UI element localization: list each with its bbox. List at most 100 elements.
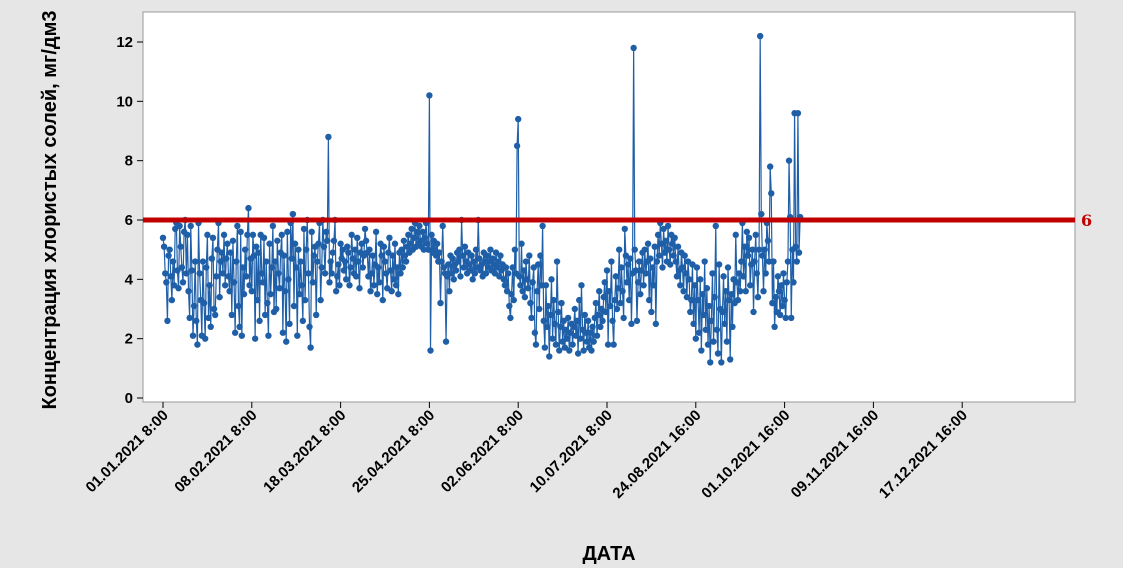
- data-point: [366, 246, 373, 253]
- data-point: [269, 222, 277, 230]
- data-point: [593, 332, 601, 339]
- data-point: [596, 288, 603, 295]
- data-point: [630, 44, 637, 52]
- data-point: [754, 293, 762, 301]
- data-point: [550, 296, 557, 304]
- data-point: [606, 288, 613, 295]
- data-point: [209, 234, 217, 241]
- data-point: [442, 338, 450, 345]
- data-point: [318, 264, 325, 271]
- data-point: [368, 270, 375, 277]
- data-point: [601, 279, 608, 286]
- data-point: [461, 243, 469, 250]
- data-point: [506, 302, 513, 310]
- data-point: [519, 288, 526, 295]
- data-point: [782, 314, 789, 322]
- data-point: [460, 264, 468, 271]
- data-point: [256, 317, 263, 325]
- data-point: [563, 335, 571, 342]
- data-point: [234, 222, 241, 230]
- data-point: [793, 258, 801, 265]
- data-point: [693, 264, 701, 271]
- data-point: [413, 228, 421, 236]
- data-point: [770, 258, 777, 265]
- data-point: [610, 341, 617, 348]
- data-point: [553, 258, 561, 265]
- data-point: [771, 323, 778, 330]
- data-point: [727, 356, 734, 363]
- data-point: [317, 296, 324, 304]
- data-point: [416, 222, 423, 230]
- data-point: [611, 296, 618, 304]
- data-point: [315, 240, 322, 247]
- data-point: [501, 282, 509, 289]
- data-point: [354, 234, 361, 241]
- data-point: [349, 255, 357, 262]
- data-point: [510, 296, 517, 304]
- data-point: [745, 234, 753, 241]
- y-tick-label: 4: [125, 271, 134, 288]
- data-point: [240, 290, 248, 298]
- data-point: [699, 290, 706, 298]
- data-point: [165, 252, 172, 259]
- data-point: [194, 341, 201, 348]
- data-point: [392, 282, 400, 289]
- data-point: [599, 317, 606, 325]
- data-point: [573, 317, 581, 325]
- data-point: [648, 308, 655, 316]
- series-layer: [159, 32, 804, 366]
- data-point: [741, 243, 748, 250]
- data-point: [649, 264, 656, 271]
- data-point: [698, 347, 705, 354]
- data-point: [567, 329, 574, 336]
- data-point: [766, 163, 774, 170]
- data-point: [760, 288, 767, 295]
- data-point: [279, 329, 287, 336]
- data-point: [528, 314, 535, 322]
- data-point: [476, 255, 483, 262]
- data-point: [345, 249, 352, 256]
- data-point: [332, 288, 340, 295]
- data-point: [620, 314, 627, 322]
- data-point: [540, 317, 547, 325]
- data-point: [308, 228, 315, 236]
- data-point: [517, 282, 524, 289]
- data-point: [671, 234, 678, 241]
- data-point: [226, 288, 233, 295]
- data-point: [229, 237, 237, 244]
- data-point: [398, 246, 405, 253]
- data-point: [743, 228, 751, 236]
- data-point: [690, 320, 697, 328]
- data-point: [399, 264, 406, 271]
- data-point: [728, 290, 735, 298]
- data-point: [765, 258, 773, 265]
- data-point: [326, 279, 333, 286]
- data-point: [775, 288, 783, 295]
- data-point: [391, 240, 399, 247]
- y-tick-label: 0: [125, 390, 133, 407]
- y-tick-label: 10: [116, 93, 133, 110]
- data-point: [592, 299, 600, 307]
- data-point: [246, 282, 253, 289]
- data-point: [288, 255, 295, 262]
- data-point: [557, 323, 564, 330]
- data-point: [746, 282, 754, 289]
- data-point: [723, 338, 731, 345]
- data-point: [515, 115, 522, 123]
- data-point: [237, 228, 244, 236]
- data-point: [590, 338, 597, 345]
- data-point: [477, 267, 484, 274]
- data-point: [729, 323, 736, 330]
- data-point: [298, 282, 305, 289]
- data-point: [472, 246, 480, 253]
- data-point: [278, 231, 285, 239]
- data-point: [697, 276, 704, 283]
- data-point: [207, 323, 214, 330]
- data-point: [427, 347, 434, 354]
- y-tick-label: 6: [125, 212, 133, 229]
- data-point: [446, 288, 453, 295]
- data-point: [626, 296, 633, 304]
- data-point: [302, 246, 310, 253]
- data-point: [342, 276, 350, 283]
